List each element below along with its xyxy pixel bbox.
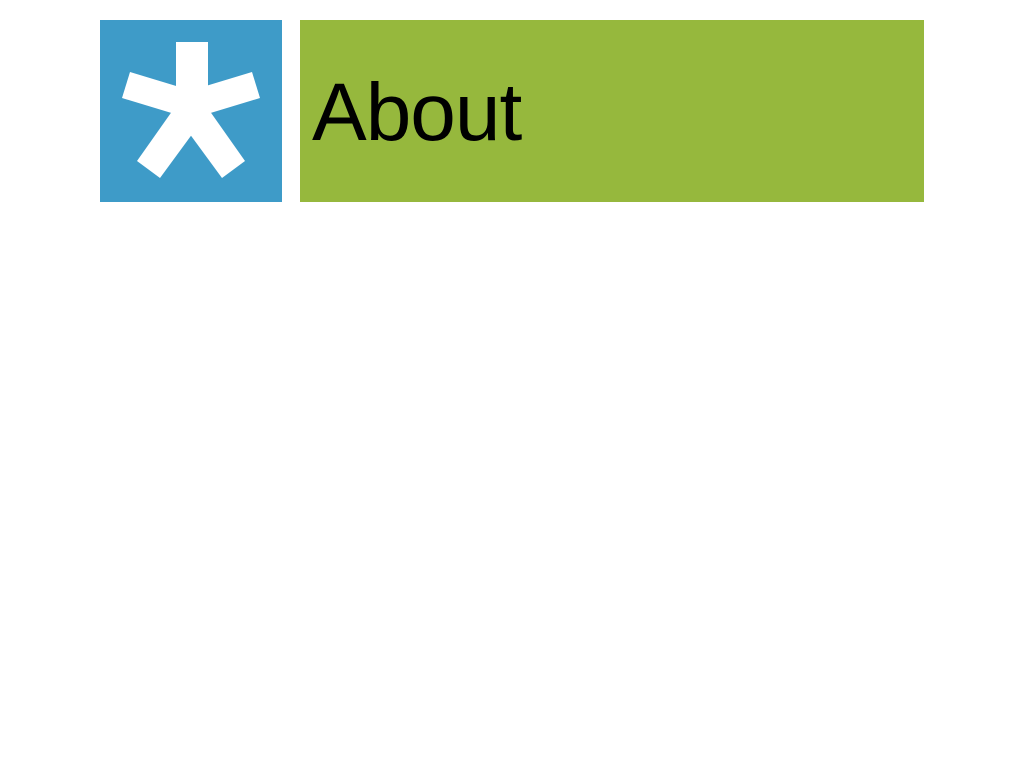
title-banner: About (300, 20, 924, 202)
asterisk-icon (122, 42, 260, 178)
page-title: About (312, 67, 522, 158)
logo-tile (100, 20, 282, 202)
